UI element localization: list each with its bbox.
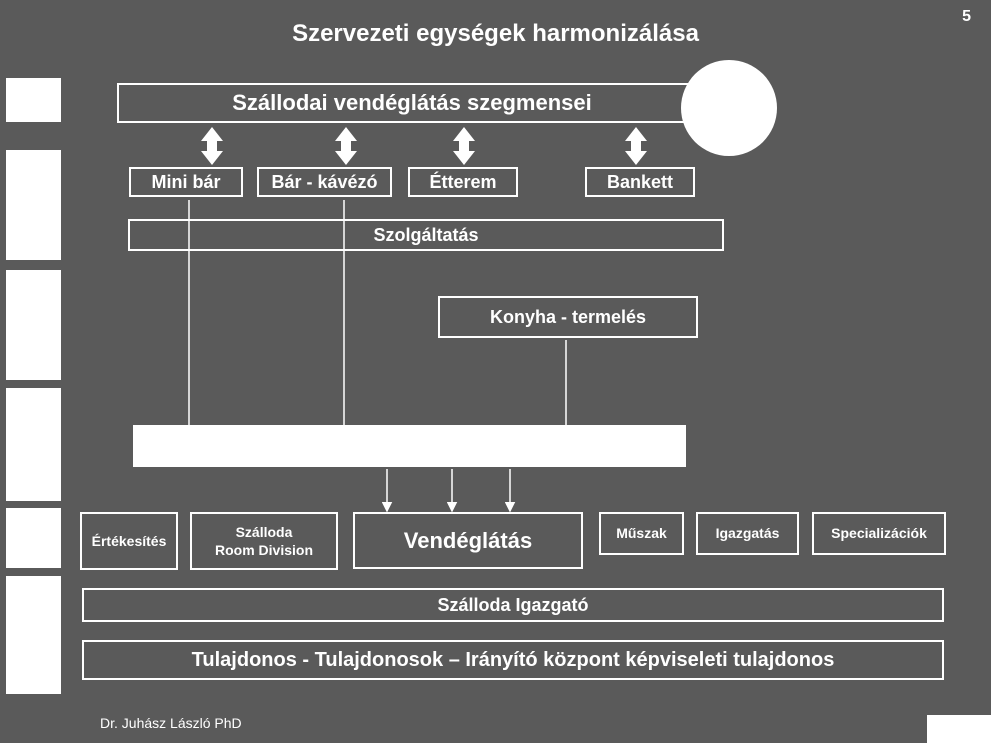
sidebar-block xyxy=(6,576,61,694)
sidebar-block xyxy=(6,270,61,380)
slide-footer: Dr. Juhász László PhD xyxy=(100,715,242,731)
slide: Szervezeti egységek harmonizálása 5 Szál… xyxy=(0,0,991,743)
white-bar xyxy=(133,425,686,467)
room-division-line2: Room Division xyxy=(215,541,313,559)
box-kitchen: Konyha - termelés xyxy=(438,296,698,338)
sidebar-block xyxy=(6,78,61,122)
box-sales: Értékesítés xyxy=(80,512,178,570)
page-number: 5 xyxy=(962,8,971,26)
box-bar-cafe: Bár - kávézó xyxy=(257,167,392,197)
box-service: Szolgáltatás xyxy=(128,219,724,251)
box-room-division: Szálloda Room Division xyxy=(190,512,338,570)
box-director: Szálloda Igazgató xyxy=(82,588,944,622)
box-admin: Igazgatás xyxy=(696,512,799,555)
box-specializations: Specializációk xyxy=(812,512,946,555)
box-segments: Szállodai vendéglátás szegmensei xyxy=(117,83,707,123)
box-minibar: Mini bár xyxy=(129,167,243,197)
sidebar-block xyxy=(6,508,61,568)
box-technical: Műszak xyxy=(599,512,684,555)
room-division-line1: Szálloda xyxy=(236,523,293,541)
slide-title: Szervezeti egységek harmonizálása xyxy=(0,20,991,48)
box-owner: Tulajdonos - Tulajdonosok – Irányító köz… xyxy=(82,640,944,680)
sidebar-block xyxy=(6,388,61,501)
box-restaurant: Étterem xyxy=(408,167,518,197)
box-catering: Vendéglátás xyxy=(353,512,583,569)
corner-block xyxy=(927,715,991,743)
box-banquet: Bankett xyxy=(585,167,695,197)
sidebar-block xyxy=(6,150,61,260)
